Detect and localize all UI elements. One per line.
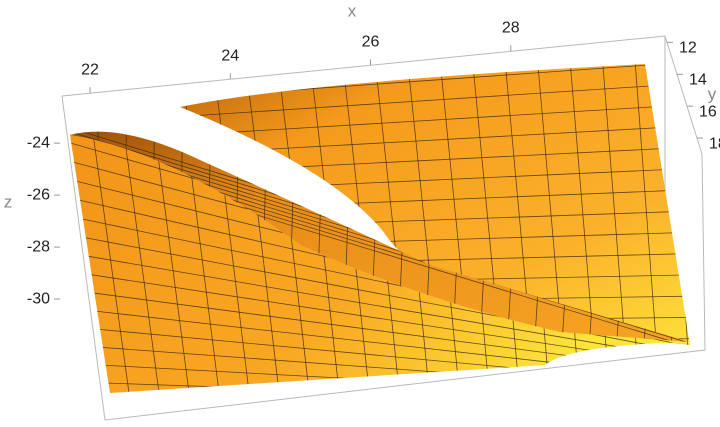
mesh-line: [70, 232, 690, 359]
mesh-line: [569, 64, 596, 345]
surface: [60, 64, 720, 410]
mesh-line: [180, 81, 690, 119]
tick-label: 22: [81, 61, 99, 78]
mesh-line: [180, 102, 690, 138]
tick-label: 18: [709, 135, 720, 152]
tick-label: -30: [27, 290, 50, 307]
tick-label: 24: [221, 47, 239, 64]
tick-label: -24: [27, 134, 50, 151]
tick-label: -28: [27, 238, 50, 255]
tick-label: 14: [689, 71, 707, 88]
mesh-line: [121, 135, 161, 393]
tick-label: 28: [502, 20, 520, 37]
mesh-line: [60, 400, 720, 410]
tick-label: 26: [362, 34, 380, 51]
mesh-line: [70, 381, 690, 393]
y-axis-label: y: [708, 84, 717, 103]
x-axis-label: x: [348, 1, 357, 20]
mesh-line: [634, 64, 658, 345]
tick-label: 16: [699, 103, 717, 120]
tick-label: -26: [27, 186, 50, 203]
z-axis-label: z: [4, 192, 13, 211]
mesh-line: [70, 251, 690, 365]
tick-label: 12: [679, 40, 697, 57]
